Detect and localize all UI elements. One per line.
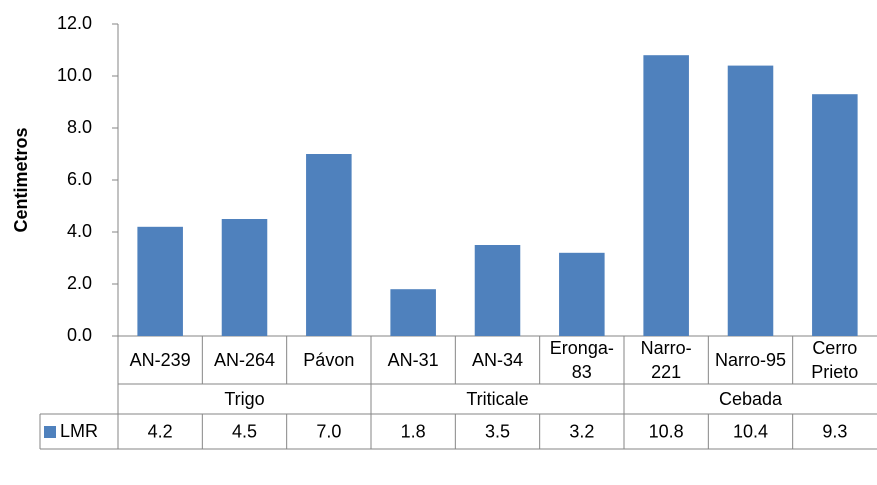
- x-tick-label: AN-264: [213, 350, 275, 370]
- legend-swatch: [44, 426, 56, 438]
- table-value: 1.8: [401, 421, 426, 441]
- table-value: 4.2: [148, 421, 173, 441]
- bar: [137, 226, 183, 336]
- y-tick-label: 6.0: [67, 169, 92, 189]
- y-tick-label: 8.0: [67, 117, 92, 137]
- bar: [559, 252, 605, 336]
- bar: [727, 65, 774, 336]
- bar: [306, 154, 352, 336]
- group-label: Triticale: [466, 389, 528, 409]
- table-value: 3.2: [569, 421, 594, 441]
- x-tick-label: AN-239: [129, 350, 191, 370]
- y-axis-title: Centimetros: [11, 127, 31, 232]
- y-tick-label: 12.0: [57, 13, 92, 33]
- bar: [812, 94, 858, 336]
- x-tick-label: Narro-95: [714, 350, 786, 370]
- table-value: 7.0: [316, 421, 341, 441]
- table-value: 10.4: [733, 421, 768, 441]
- y-tick-label: 4.0: [67, 221, 92, 241]
- y-tick-label: 10.0: [57, 65, 92, 85]
- x-tick-label: Narro-221: [640, 338, 692, 382]
- legend-label: LMR: [60, 421, 98, 441]
- x-tick-label: Eronga-83: [549, 338, 614, 382]
- group-label: Trigo: [224, 389, 264, 409]
- y-tick-label: 0.0: [67, 325, 92, 345]
- y-tick-label: 2.0: [67, 273, 92, 293]
- group-label: Cebada: [719, 389, 783, 409]
- bar: [474, 245, 521, 336]
- table-value: 9.3: [822, 421, 847, 441]
- x-tick-label: AN-31: [387, 350, 439, 370]
- bar: [221, 219, 268, 336]
- table-value: 10.8: [649, 421, 684, 441]
- table-value: 4.5: [232, 421, 257, 441]
- x-tick-label: AN-34: [471, 350, 523, 370]
- bar: [390, 289, 436, 336]
- x-tick-label: Cerro Prieto: [811, 338, 859, 382]
- table-value: 3.5: [485, 421, 510, 441]
- x-tick-label: Pávon: [303, 350, 355, 370]
- bar: [643, 55, 689, 336]
